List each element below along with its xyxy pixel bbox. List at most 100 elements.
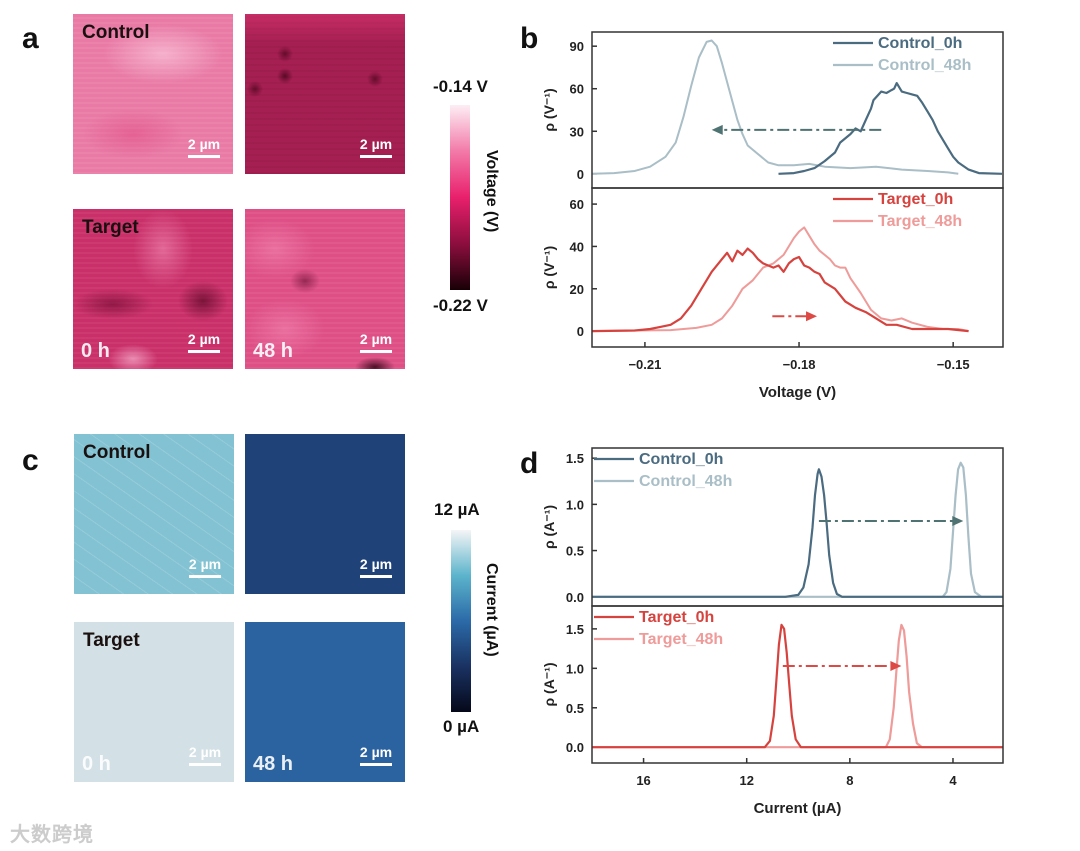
scale-bar-label: 2 µm bbox=[359, 136, 393, 152]
legend-label: Target_0h bbox=[639, 609, 714, 626]
subplot-2: 0 20 40 60 ρ (V⁻¹) Target_0h Target_48h bbox=[541, 187, 1004, 348]
scale-bar: 2 µm bbox=[359, 331, 393, 353]
time-label: 0 h bbox=[82, 753, 111, 775]
panel-label-c: c bbox=[22, 444, 39, 477]
y-tick-label: 40 bbox=[570, 239, 584, 254]
legend-label: Target_48h bbox=[639, 631, 723, 648]
x-tick-label: 16 bbox=[636, 773, 650, 788]
scale-bar: 2 µm bbox=[188, 556, 222, 578]
series-control-48h bbox=[591, 39, 959, 175]
legend-label: Control_48h bbox=[878, 57, 971, 74]
y-tick-label: 0 bbox=[577, 167, 584, 182]
subplot-frame bbox=[591, 187, 1004, 348]
y-tick-label: 90 bbox=[570, 39, 584, 54]
time-label: 48 h bbox=[253, 340, 294, 362]
y-tick-label: 20 bbox=[570, 282, 584, 297]
legend-label: Control_0h bbox=[639, 451, 723, 468]
x-tick-label: −0.18 bbox=[783, 357, 816, 372]
series-control-48h bbox=[592, 461, 1003, 598]
scale-bar: 2 µm bbox=[188, 744, 222, 766]
legend-label: Target_48h bbox=[878, 213, 962, 230]
scale-bar: 2 µm bbox=[187, 331, 221, 353]
x-tick-label: 8 bbox=[846, 773, 853, 788]
scale-bar-label: 2 µm bbox=[359, 556, 393, 572]
colorbar-title: Voltage (V) bbox=[483, 150, 500, 233]
kpfm-map-target-48h: 48 h 2 µm bbox=[245, 209, 405, 369]
y-tick-label: 0.5 bbox=[566, 701, 584, 716]
series-target-48h bbox=[592, 623, 1003, 749]
x-tick-label: −0.21 bbox=[628, 357, 661, 372]
y-tick-label: 1.5 bbox=[566, 451, 584, 466]
scale-bar: 2 µm bbox=[359, 136, 393, 158]
y-axis-label: ρ (A⁻¹) bbox=[541, 505, 557, 549]
y-tick-label: 30 bbox=[570, 124, 584, 139]
y-tick-label: 1.5 bbox=[566, 622, 584, 637]
current-map-control-0h: Control 2 µm bbox=[74, 434, 234, 594]
current-map-control-48h: 2 µm bbox=[245, 434, 405, 594]
panel-label-b: b bbox=[520, 22, 539, 55]
series-target-48h bbox=[591, 226, 969, 333]
y-axis-label: ρ (V⁻¹) bbox=[541, 88, 557, 131]
kpfm-map-control-0h: Control 2 µm bbox=[73, 14, 233, 174]
y-tick-label: 1.0 bbox=[566, 497, 584, 512]
scale-bar-label: 2 µm bbox=[359, 744, 393, 760]
legend-label: Control_0h bbox=[878, 35, 962, 52]
watermark: 大数跨境 bbox=[10, 824, 94, 846]
x-axis-label: Current (µA) bbox=[754, 800, 842, 817]
series-control-0h bbox=[592, 468, 1003, 598]
shift-arrowhead bbox=[806, 311, 818, 322]
legend-label: Target_0h bbox=[878, 191, 953, 208]
x-tick-label: 12 bbox=[739, 773, 753, 788]
shift-arrowhead bbox=[890, 660, 902, 671]
time-label: 0 h bbox=[81, 340, 110, 362]
y-tick-label: 0.5 bbox=[566, 544, 584, 559]
shift-arrowhead bbox=[952, 515, 964, 526]
current-distribution-chart: 0.0 0.5 1.0 1.5 ρ (A⁻¹) Control_0h Control_48h… bbox=[541, 447, 1004, 817]
series-target-0h bbox=[592, 623, 1003, 749]
x-tick-label: −0.15 bbox=[937, 357, 970, 372]
tile-row-label: Control bbox=[83, 442, 151, 463]
subplot-frame bbox=[591, 447, 1004, 607]
shift-arrowhead bbox=[711, 124, 723, 135]
tile-row-label: Control bbox=[82, 22, 150, 43]
legend-label: Control_48h bbox=[639, 473, 732, 490]
series-target-0h bbox=[591, 247, 969, 333]
tile-row-label: Target bbox=[82, 217, 139, 238]
subplot-2: 0.0 0.5 1.0 1.5 ρ (A⁻¹) Target_0h Target_48h bbox=[541, 605, 1004, 764]
scale-bar: 2 µm bbox=[359, 556, 393, 578]
y-tick-label: 0 bbox=[577, 324, 584, 339]
time-label: 48 h bbox=[253, 753, 294, 775]
y-tick-label: 60 bbox=[570, 82, 584, 97]
voltage-colorbar bbox=[450, 105, 470, 290]
colorbar-max-label: -0.14 V bbox=[433, 77, 488, 96]
scale-bar-label: 2 µm bbox=[188, 556, 222, 572]
subplot-frame bbox=[591, 605, 1004, 764]
colorbar-max-label: 12 µA bbox=[434, 500, 480, 519]
subplot-1: 0.0 0.5 1.0 1.5 ρ (A⁻¹) Control_0h Control_48h bbox=[541, 447, 1004, 607]
scale-bar-label: 2 µm bbox=[187, 331, 221, 347]
y-tick-label: 1.0 bbox=[566, 661, 584, 676]
scale-bar-label: 2 µm bbox=[188, 744, 222, 760]
y-tick-label: 0.0 bbox=[566, 740, 584, 755]
x-tick-label: 4 bbox=[949, 773, 957, 788]
y-tick-label: 60 bbox=[570, 197, 584, 212]
tile-row-label: Target bbox=[83, 630, 140, 651]
scale-bar: 2 µm bbox=[187, 136, 221, 158]
kpfm-map-target-0h: Target 0 h 2 µm bbox=[73, 209, 233, 369]
scale-bar: 2 µm bbox=[359, 744, 393, 766]
y-axis-label: ρ (V⁻¹) bbox=[541, 246, 557, 289]
voltage-distribution-chart: 0 30 60 90 ρ (V⁻¹) Control_0h Control_48h 0 20 40… bbox=[541, 31, 1004, 401]
y-axis-label: ρ (A⁻¹) bbox=[541, 662, 557, 706]
scale-bar-label: 2 µm bbox=[187, 136, 221, 152]
panel-label-a: a bbox=[22, 22, 39, 55]
current-map-target-48h: 48 h 2 µm bbox=[245, 622, 405, 782]
scale-bar-label: 2 µm bbox=[359, 331, 393, 347]
current-map-target-0h: Target 0 h 2 µm bbox=[74, 622, 234, 782]
colorbar-title: Current (µA) bbox=[483, 563, 500, 657]
panel-label-d: d bbox=[520, 447, 539, 480]
series-control-0h bbox=[778, 82, 1003, 175]
x-axis-label: Voltage (V) bbox=[759, 384, 836, 401]
y-tick-label: 0.0 bbox=[566, 590, 584, 605]
current-colorbar bbox=[451, 530, 471, 712]
subplot-1: 0 30 60 90 ρ (V⁻¹) Control_0h Control_48h bbox=[541, 31, 1004, 189]
